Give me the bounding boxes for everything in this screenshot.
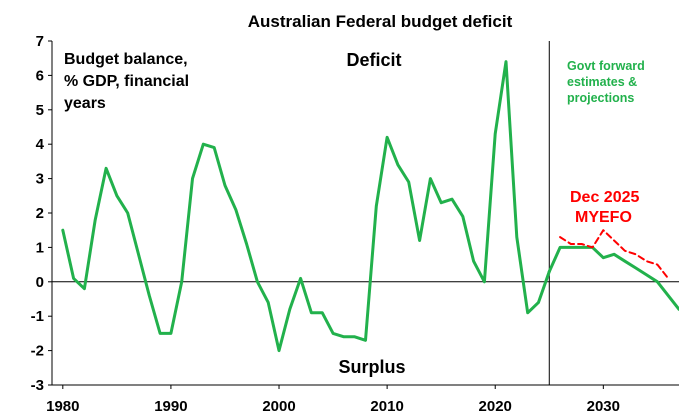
y-tick-label: -2: [31, 343, 44, 360]
y-tick-label: -3: [31, 377, 44, 394]
measure-label-line-2: % GDP, financial: [64, 73, 189, 90]
measure-label-line-1: Budget balance,: [64, 51, 188, 68]
y-tick-label: 0: [36, 274, 44, 291]
chart-title: Australian Federal budget deficit: [248, 12, 513, 31]
x-tick-label: 2010: [370, 398, 403, 415]
series-line-2: [559, 229, 670, 280]
y-tick-label: 7: [36, 33, 44, 50]
projections-label: Govt forward estimates & projections: [567, 59, 648, 105]
measure-label: Budget balance, % GDP, financial years: [64, 51, 194, 112]
x-tick-label: 1990: [154, 398, 187, 415]
x-tick-label: 2000: [262, 398, 295, 415]
x-tick-label: 2020: [479, 398, 512, 415]
x-tick-label: 1980: [46, 398, 79, 415]
myefo-label: Dec 2025 MYEFO: [570, 189, 644, 226]
projections-label-line-2: estimates &: [567, 75, 637, 89]
deficit-label: Deficit: [346, 50, 401, 70]
x-tick-label: 2030: [587, 398, 620, 415]
y-tick-label: 5: [36, 102, 44, 119]
y-tick-label: 6: [36, 67, 44, 84]
projections-label-line-1: Govt forward: [567, 59, 645, 73]
y-tick-label: -1: [31, 308, 44, 325]
projections-label-line-3: projections: [567, 91, 634, 105]
myefo-label-line-1: Dec 2025: [570, 189, 639, 206]
y-tick-label: 1: [36, 239, 44, 256]
y-tick-label: 3: [36, 171, 44, 188]
surplus-label: Surplus: [338, 357, 405, 377]
series-line-0: [61, 60, 551, 353]
measure-label-line-3: years: [64, 95, 106, 112]
series-line-1: [547, 245, 679, 311]
myefo-label-line-2: MYEFO: [575, 209, 632, 226]
y-tick-label: 2: [36, 205, 44, 222]
y-tick-label: 4: [36, 136, 45, 153]
